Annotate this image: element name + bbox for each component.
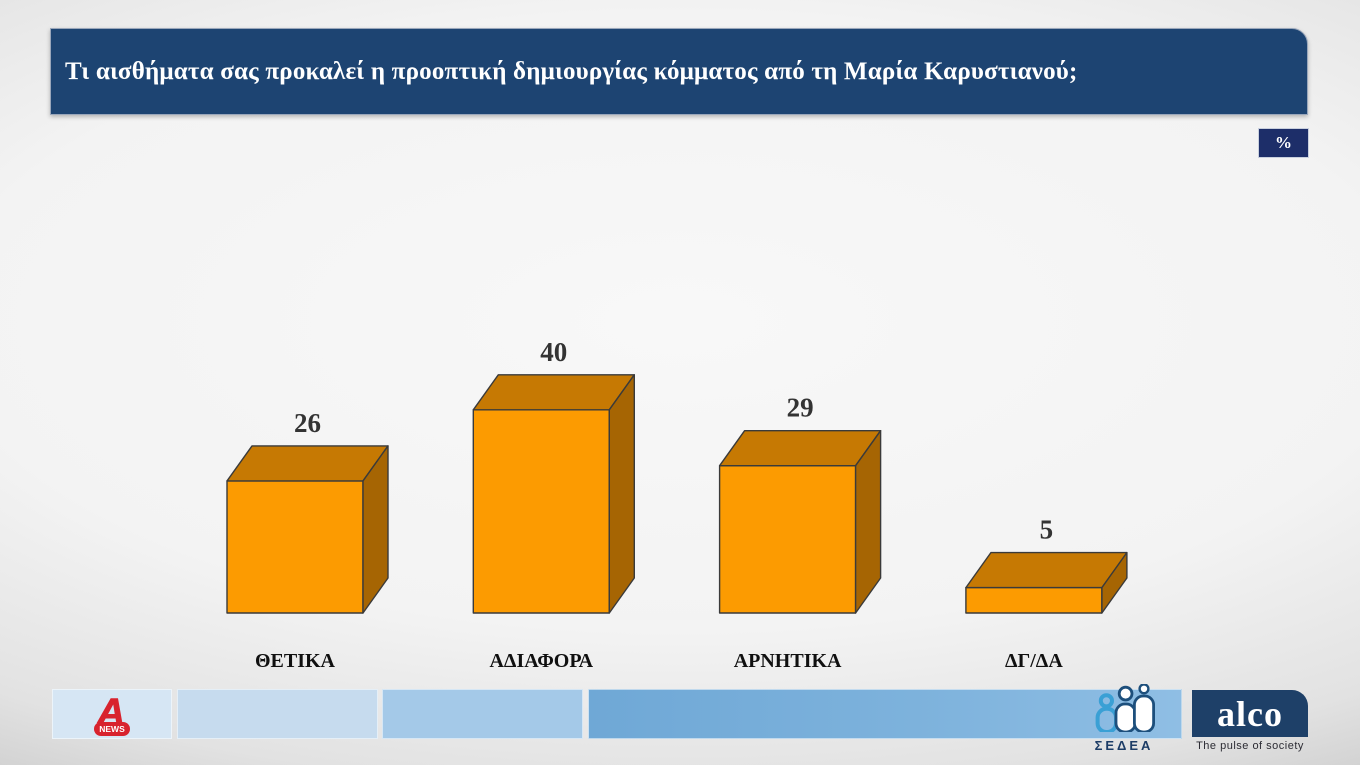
bar-3-value-label: 5	[1040, 515, 1054, 545]
footer-strip-4	[588, 689, 1182, 739]
question-title-bar: Τι αισθήματα σας προκαλεί η προοπτική δη…	[50, 28, 1308, 115]
bar-3-side	[1101, 551, 1128, 614]
footer-strip-2	[177, 689, 378, 739]
bar-0-top	[226, 445, 389, 482]
bar-1-top	[472, 374, 635, 411]
bar-0-side	[362, 445, 389, 614]
sedea-logo: ΣΕΔΕΑ	[1078, 683, 1170, 753]
bar-1-front	[472, 409, 610, 614]
footer-strip-3	[382, 689, 583, 739]
bar-3-front	[965, 586, 1103, 614]
sedea-people-icon	[1095, 683, 1155, 734]
bar-1-side	[608, 374, 635, 614]
sedea-person3-head	[1138, 683, 1150, 695]
bar-0-category-label: ΘΕΤΙΚΑ	[255, 650, 336, 672]
bar-2-category-label: ΑΡΝΗΤΙΚΑ	[734, 650, 842, 672]
alpha-news-pill	[94, 722, 130, 736]
bar-2-side	[854, 429, 882, 614]
bar-3-top	[965, 551, 1128, 589]
sedea-person1-body	[1095, 706, 1118, 734]
bar-0-front	[226, 480, 364, 614]
bar-1-category-label: ΑΔΙΑΦΟΡΑ	[489, 650, 593, 672]
sedea-person3-body	[1133, 694, 1155, 734]
question-title: Τι αισθήματα σας προκαλεί η προοπτική δη…	[65, 57, 1078, 85]
alco-tagline: The pulse of society	[1196, 740, 1304, 752]
alpha-news-logo: A NEWS	[94, 692, 130, 736]
bar-0-value-label: 26	[294, 408, 321, 438]
alco-logo: alco	[1192, 690, 1308, 737]
percent-unit-badge: %	[1258, 128, 1309, 158]
alpha-news-label: NEWS	[99, 724, 125, 734]
sedea-label: ΣΕΔΕΑ	[1094, 738, 1154, 753]
bar-3-category-label: ΔΓ/ΔΑ	[1005, 650, 1063, 672]
bar-2-value-label: 29	[787, 393, 814, 423]
bar-2-front	[718, 464, 857, 614]
bar-2-top	[718, 429, 882, 467]
bar-1-value-label: 40	[540, 337, 567, 367]
sedea-person2-body	[1114, 702, 1137, 734]
sedea-person2-head	[1117, 685, 1134, 702]
alco-wordmark: alco	[1217, 693, 1283, 734]
sedea-person1-head	[1098, 693, 1114, 709]
